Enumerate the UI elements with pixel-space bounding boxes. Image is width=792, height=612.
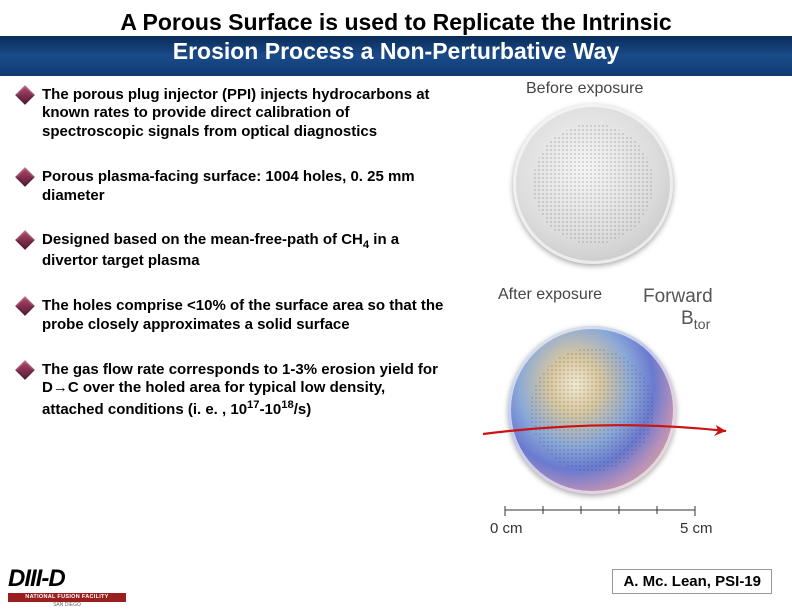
bullet-text: Designed based on the mean-free-path of … (42, 231, 450, 271)
diamond-bullet-icon (15, 167, 35, 187)
title-line1: A Porous Surface is used to Replicate th… (120, 9, 671, 35)
bullet-list: The porous plug injector (PPI) injects h… (18, 86, 458, 546)
bullet-text: Porous plasma-facing surface: 1004 holes… (42, 168, 450, 206)
probe-holes-before (533, 124, 653, 244)
diamond-bullet-icon (15, 296, 35, 316)
bullet-text: The gas flow rate corresponds to 1-3% er… (42, 361, 450, 420)
diii-d-logo: DIII-D NATIONAL FUSION FACILITY SAN DIEG… (8, 565, 128, 608)
author-credit: A. Mc. Lean, PSI-19 (612, 569, 772, 594)
title-bar: A Porous Surface is used to Replicate th… (0, 0, 792, 76)
scale-ruler-icon (500, 506, 700, 528)
logo-sub-text: SAN DIEGO (8, 602, 126, 608)
bullet-text: The holes comprise <10% of the surface a… (42, 297, 450, 335)
btor-arrow-icon (478, 416, 738, 446)
slide-title: A Porous Surface is used to Replicate th… (30, 8, 762, 66)
list-item: Porous plasma-facing surface: 1004 holes… (18, 168, 450, 206)
list-item: The porous plug injector (PPI) injects h… (18, 86, 450, 142)
forward-label: Forward (643, 286, 713, 308)
logo-bar-text: NATIONAL FUSION FACILITY (8, 593, 126, 602)
logo-main-text: DIII-D (8, 565, 128, 593)
probe-holes-after (530, 348, 654, 472)
list-item: Designed based on the mean-free-path of … (18, 231, 450, 271)
content-area: The porous plug injector (PPI) injects h… (0, 76, 792, 546)
before-exposure-label: Before exposure (526, 80, 643, 98)
list-item: The gas flow rate corresponds to 1-3% er… (18, 361, 450, 420)
ruler-right-label: 5 cm (680, 520, 713, 537)
list-item: The holes comprise <10% of the surface a… (18, 297, 450, 335)
ruler-left-label: 0 cm (490, 520, 523, 537)
figure-panel: Before exposure After exposure Forward B… (458, 86, 782, 546)
diamond-bullet-icon (15, 85, 35, 105)
btor-label: Btor (681, 308, 710, 333)
bullet-text: The porous plug injector (PPI) injects h… (42, 86, 450, 142)
after-exposure-label: After exposure (498, 286, 602, 304)
diamond-bullet-icon (15, 360, 35, 380)
title-line2: Erosion Process a Non-Perturbative Way (173, 38, 620, 64)
diamond-bullet-icon (15, 230, 35, 250)
